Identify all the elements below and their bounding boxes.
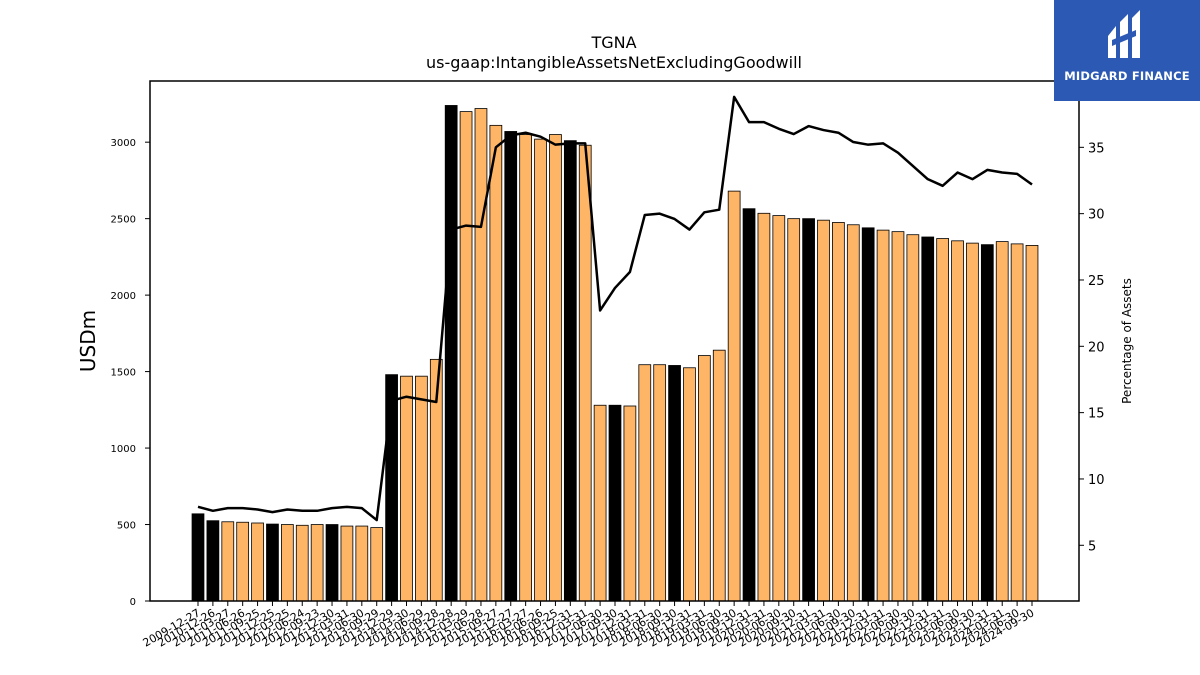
- bar: [355, 525, 369, 602]
- bar: [936, 238, 950, 602]
- bar: [951, 240, 964, 602]
- bar: [876, 229, 890, 602]
- bar: [1025, 245, 1039, 602]
- bar: [1010, 243, 1024, 602]
- bar: [772, 215, 786, 602]
- bar: [727, 190, 741, 602]
- bar: [817, 219, 830, 602]
- midgard-finance-logo: MIDGARD FINANCE: [1054, 0, 1200, 101]
- bar: [906, 234, 920, 602]
- bar: [638, 364, 652, 602]
- y2-axis-label: Percentage of Assets: [1120, 278, 1134, 404]
- bar: [921, 236, 935, 602]
- bar: [802, 218, 815, 602]
- y2-tick-label: 35: [1088, 141, 1105, 156]
- bar: [370, 527, 384, 602]
- bar: [504, 131, 518, 602]
- y-tick-label: 3000: [111, 138, 136, 149]
- y2-tick-label: 5: [1088, 539, 1096, 554]
- bar: [519, 134, 533, 602]
- y-tick-label: 500: [117, 521, 136, 532]
- bar: [340, 525, 354, 602]
- x-axis: 2009-12-272010-12-262011-03-272011-06-26…: [141, 601, 1037, 650]
- percentage-line: [197, 95, 1033, 522]
- bars: [191, 105, 1039, 602]
- bar: [623, 405, 637, 602]
- bar: [608, 404, 622, 602]
- y-tick-label: 2000: [111, 291, 136, 302]
- bar: [444, 105, 458, 602]
- bar: [489, 124, 503, 602]
- y-axis-left: 0 500 1000 1500 2000 2500 3000: [111, 138, 150, 608]
- bar: [846, 224, 860, 602]
- bar: [683, 367, 696, 602]
- chart-subtitle: us-gaap:IntangibleAssetsNetExcludingGood…: [426, 53, 802, 72]
- bar: [280, 524, 294, 602]
- bar: [415, 375, 428, 602]
- bar: [236, 521, 250, 602]
- bar: [474, 108, 488, 602]
- y-axis-right: 5 10 15 20 25 30 35: [1079, 141, 1105, 554]
- bar: [221, 521, 235, 602]
- bar: [266, 523, 279, 602]
- logo-mark-icon: [1108, 10, 1140, 58]
- y2-tick-label: 15: [1088, 407, 1105, 422]
- bar: [206, 520, 220, 602]
- y2-tick-label: 30: [1088, 208, 1105, 223]
- bar: [191, 513, 205, 602]
- y2-tick-label: 10: [1088, 473, 1105, 488]
- bar: [966, 242, 979, 602]
- bar: [534, 138, 547, 602]
- bar: [459, 111, 473, 602]
- y-tick-label: 1500: [111, 368, 136, 379]
- bar: [698, 355, 711, 602]
- y-tick-label: 1000: [111, 444, 136, 455]
- bar: [251, 522, 264, 602]
- bar: [861, 227, 875, 602]
- y-axis-label: USDm: [76, 310, 100, 372]
- bar: [980, 244, 994, 602]
- bar: [757, 212, 771, 602]
- bar: [742, 208, 756, 602]
- bar: [653, 364, 667, 602]
- bar: [832, 222, 845, 602]
- y2-tick-label: 20: [1088, 340, 1105, 355]
- logo-text: MIDGARD FINANCE: [1064, 69, 1190, 83]
- bar: [891, 231, 905, 602]
- bar: [295, 524, 309, 602]
- bar: [563, 140, 577, 602]
- bar: [310, 524, 324, 602]
- bar: [578, 144, 592, 602]
- bar: [593, 404, 607, 602]
- y-tick-label: 2500: [111, 215, 136, 226]
- bar: [325, 524, 339, 602]
- bar: [400, 375, 413, 602]
- bar: [549, 134, 562, 602]
- y-tick-label: 0: [130, 597, 136, 608]
- chart-title: TGNA: [590, 33, 636, 52]
- bar: [712, 349, 726, 602]
- bar: [668, 365, 681, 602]
- bar: [787, 218, 801, 602]
- bar: [995, 241, 1009, 602]
- y2-tick-label: 25: [1088, 274, 1105, 289]
